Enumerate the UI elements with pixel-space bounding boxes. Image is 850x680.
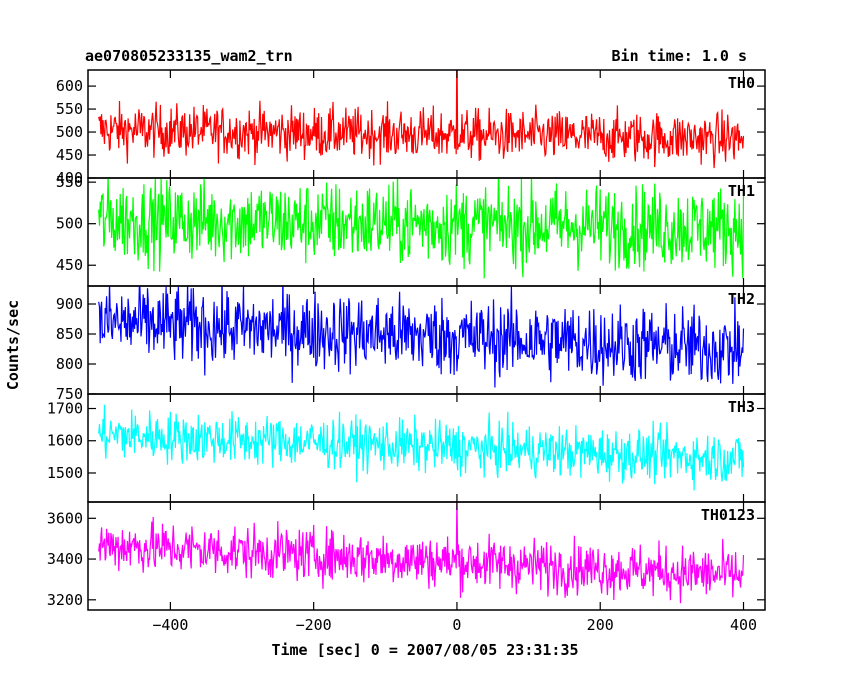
y-tick-label: 750 — [56, 385, 83, 403]
panel-label: TH0123 — [701, 506, 755, 524]
panels: 400 450 500 550 600 TH0 450 500 550 TH1 750 800 850 9… — [47, 69, 766, 611]
y-tick-label: 1600 — [47, 432, 83, 450]
series-th0123-line — [98, 502, 745, 604]
x-axis: −400 −200 0 200 400 — [152, 616, 757, 634]
y-tick-label: 3400 — [47, 550, 83, 568]
series-th2-line — [98, 286, 745, 388]
panel-label: TH2 — [728, 290, 755, 308]
x-tick-label: −200 — [296, 616, 332, 634]
x-tick-label: −400 — [152, 616, 188, 634]
y-tick-label: 1700 — [47, 400, 83, 418]
y-tick-label: 450 — [56, 256, 83, 274]
panel-label: TH3 — [728, 398, 755, 416]
y-axis-title: Counts/sec — [4, 300, 22, 390]
series-th1-line — [98, 178, 745, 279]
y-tick-label: 3200 — [47, 591, 83, 609]
y-tick-label: 550 — [56, 100, 83, 118]
y-tick-label: 600 — [56, 77, 83, 95]
panel-frame — [87, 501, 766, 611]
y-tick-label: 500 — [56, 123, 83, 141]
x-axis-title: Time [sec] 0 = 2007/08/05 23:31:35 — [271, 641, 578, 659]
panel-label: TH1 — [728, 182, 755, 200]
y-tick-label: 550 — [56, 173, 83, 191]
panel-th2: 750 800 850 900 TH2 — [56, 285, 766, 403]
y-tick-label: 850 — [56, 325, 83, 343]
x-tick-label: 400 — [730, 616, 757, 634]
y-tick-label: 400 — [56, 169, 83, 187]
y-tick-label: 900 — [56, 295, 83, 313]
bin-time-label: Bin time: 1.0 s — [612, 47, 747, 65]
panel-th0123: 3200 3400 3600 TH0123 — [47, 501, 766, 611]
y-tick-label: 3600 — [47, 509, 83, 527]
x-tick-label: 0 — [452, 616, 461, 634]
series-th0-line — [98, 70, 745, 169]
panel-th3: 1500 1600 1700 TH3 — [47, 393, 766, 503]
panel-label: TH0 — [728, 74, 755, 92]
panel-th1: 450 500 550 TH1 — [56, 173, 766, 287]
chart-title: ae070805233135_wam2_trn — [85, 47, 293, 65]
y-tick-label: 450 — [56, 146, 83, 164]
y-tick-label: 800 — [56, 355, 83, 373]
y-tick-label: 1500 — [47, 464, 83, 482]
series-th3-line — [98, 404, 745, 491]
y-tick-label: 500 — [56, 215, 83, 233]
x-tick-label: 200 — [587, 616, 614, 634]
